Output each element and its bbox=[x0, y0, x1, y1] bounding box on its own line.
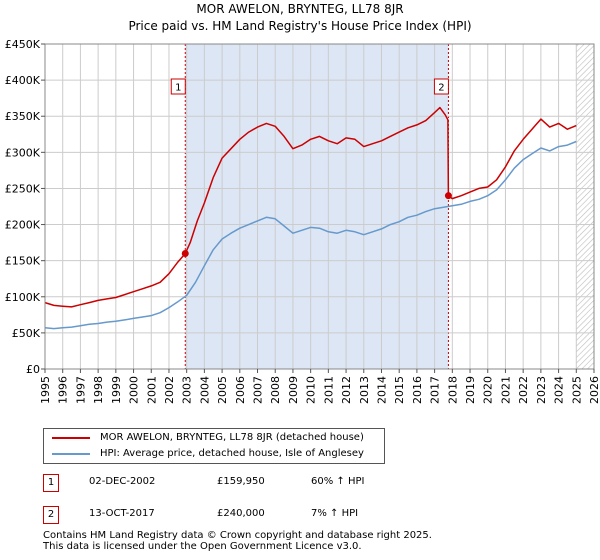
x-tick-label: 2014 bbox=[375, 376, 388, 404]
x-tick-label: 2011 bbox=[322, 376, 335, 404]
x-tick-label: 1995 bbox=[39, 376, 52, 404]
x-tick-label: 2012 bbox=[340, 376, 353, 404]
x-tick-label: 2017 bbox=[429, 376, 442, 404]
x-tick-label: 2004 bbox=[198, 376, 211, 404]
x-tick-label: 2015 bbox=[393, 376, 406, 404]
y-tick-label: £300K bbox=[5, 146, 41, 159]
x-tick-label: 2023 bbox=[535, 376, 548, 404]
x-tick-label: 2001 bbox=[145, 376, 158, 404]
footer: Contains HM Land Registry data © Crown c… bbox=[43, 530, 432, 552]
x-tick-label: 2018 bbox=[446, 376, 459, 404]
sale-label-text: 1 bbox=[175, 83, 181, 94]
y-tick-label: £150K bbox=[5, 255, 41, 268]
footer-licence: This data is licensed under the Open Gov… bbox=[43, 541, 362, 552]
y-tick-label: £50K bbox=[12, 327, 41, 340]
x-tick-label: 2013 bbox=[358, 376, 371, 404]
x-tick-label: 1996 bbox=[57, 376, 70, 404]
x-tick-label: 2022 bbox=[517, 376, 530, 404]
y-tick-label: £350K bbox=[5, 110, 41, 123]
x-tick-label: 2024 bbox=[553, 376, 566, 404]
x-tick-label: 2008 bbox=[269, 376, 282, 404]
x-tick-label: 2016 bbox=[411, 376, 424, 404]
x-tick-label: 2006 bbox=[234, 376, 247, 404]
x-tick-label: 2009 bbox=[287, 376, 300, 404]
legend-swatch-property bbox=[52, 437, 90, 439]
sale-point bbox=[181, 249, 189, 257]
y-tick-label: £100K bbox=[5, 291, 41, 304]
sale-date: 02-DEC-2002 bbox=[89, 476, 156, 487]
footer-copyright: Contains HM Land Registry data © Crown c… bbox=[43, 530, 432, 541]
y-tick-label: £250K bbox=[5, 182, 41, 195]
x-tick-label: 2000 bbox=[128, 376, 141, 404]
y-tick-label: £0 bbox=[26, 363, 40, 376]
ownership-shade bbox=[185, 44, 449, 369]
plot-frame bbox=[44, 43, 595, 370]
x-tick-label: 2007 bbox=[252, 376, 265, 404]
x-tick-label: 2019 bbox=[464, 376, 477, 404]
legend-swatch-hpi bbox=[52, 453, 90, 455]
sale-price: £240,000 bbox=[217, 508, 265, 519]
x-tick-label: 2021 bbox=[499, 376, 512, 404]
sale-label-box bbox=[170, 78, 186, 95]
legend-label-hpi: HPI: Average price, detached house, Isle… bbox=[100, 448, 364, 459]
y-tick-label: £200K bbox=[5, 219, 41, 232]
x-tick-label: 2020 bbox=[482, 376, 495, 404]
legend-label-property: MOR AWELON, BRYNTEG, LL78 8JR (detached … bbox=[100, 432, 364, 443]
sale-marker-label: 1 bbox=[43, 474, 59, 492]
y-tick-label: £450K bbox=[5, 38, 41, 51]
series-line-property bbox=[44, 106, 577, 308]
chart-title-line1: MOR AWELON, BRYNTEG, LL78 8JR bbox=[196, 2, 404, 16]
legend: MOR AWELON, BRYNTEG, LL78 8JR (detached … bbox=[43, 428, 385, 464]
sale-point bbox=[444, 192, 452, 200]
x-tick-label: 2003 bbox=[181, 376, 194, 404]
sale-hpi-change: 7% ↑ HPI bbox=[311, 508, 359, 519]
sale-hpi-change: 60% ↑ HPI bbox=[311, 476, 365, 487]
x-tick-label: 2010 bbox=[305, 376, 318, 404]
price-chart: 1 2 £0 £50K £100K £150K £200K £250K £300K £350K £… bbox=[5, 38, 600, 404]
sales-row: 2 13-OCT-2017 £240,000 7% ↑ HPI bbox=[43, 506, 563, 526]
sale-marker-label: 2 bbox=[43, 506, 59, 524]
y-tick-label: £400K bbox=[5, 74, 41, 87]
sale-price: £159,950 bbox=[217, 476, 265, 487]
x-tick-label: 2002 bbox=[163, 376, 176, 404]
sale-date: 13-OCT-2017 bbox=[89, 508, 155, 519]
series-line-hpi bbox=[44, 140, 577, 330]
sales-row: 1 02-DEC-2002 £159,950 60% ↑ HPI bbox=[43, 474, 563, 494]
x-tick-label: 2005 bbox=[216, 376, 229, 404]
x-tick-label: 1999 bbox=[110, 376, 123, 404]
x-tick-label: 2025 bbox=[570, 376, 583, 404]
future-hatch bbox=[576, 44, 594, 369]
x-tick-label: 2026 bbox=[588, 376, 600, 404]
chart-title-line2: Price paid vs. HM Land Registry's House … bbox=[128, 19, 472, 33]
sale-label-text: 2 bbox=[438, 83, 444, 94]
x-tick-label: 1997 bbox=[74, 376, 87, 404]
sale-label-box bbox=[433, 78, 449, 95]
x-tick-label: 1998 bbox=[92, 376, 105, 404]
